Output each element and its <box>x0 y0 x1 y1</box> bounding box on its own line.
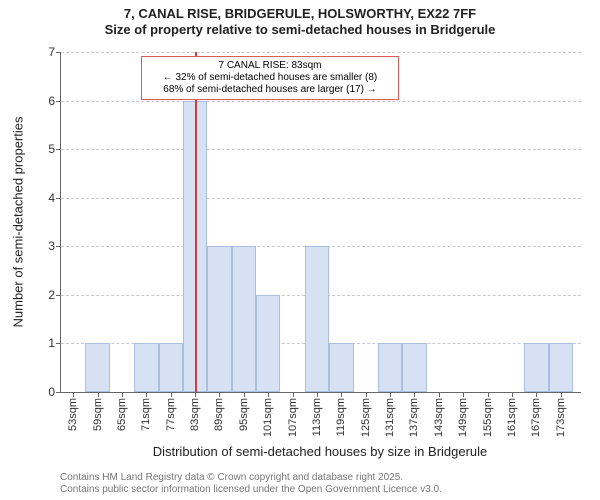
footer-attribution: Contains HM Land Registry data © Crown c… <box>60 472 442 496</box>
xtick-label: 77sqm <box>165 398 177 431</box>
y-axis-label: Number of semi-detached properties <box>11 117 26 328</box>
xtick-mark <box>463 392 464 397</box>
xtick-label: 89sqm <box>213 398 225 431</box>
xtick-mark <box>195 392 196 397</box>
xtick-label: 155sqm <box>482 398 494 437</box>
histogram-bar <box>256 295 280 392</box>
histogram-bar <box>549 343 573 392</box>
xtick-label: 125sqm <box>360 398 372 437</box>
xtick-mark <box>488 392 489 397</box>
ytick-label: 2 <box>48 288 61 302</box>
histogram-bar <box>402 343 426 392</box>
xtick-mark <box>171 392 172 397</box>
xtick-label: 101sqm <box>262 398 274 437</box>
xtick-mark <box>390 392 391 397</box>
xtick-mark <box>439 392 440 397</box>
annotation-box: 7 CANAL RISE: 83sqm ← 32% of semi-detach… <box>141 56 399 100</box>
grid-line <box>61 149 581 150</box>
xtick-mark <box>122 392 123 397</box>
xtick-label: 107sqm <box>287 398 299 437</box>
ytick-label: 0 <box>48 385 61 399</box>
xtick-mark <box>98 392 99 397</box>
xtick-label: 113sqm <box>311 398 323 436</box>
xtick-label: 59sqm <box>92 398 104 431</box>
chart-title-line1: 7, CANAL RISE, BRIDGERULE, HOLSWORTHY, E… <box>0 6 600 22</box>
xtick-label: 95sqm <box>238 398 250 431</box>
xtick-mark <box>536 392 537 397</box>
xtick-label: 83sqm <box>189 398 201 431</box>
xtick-mark <box>268 392 269 397</box>
histogram-bar <box>232 246 256 392</box>
histogram-bar <box>207 246 231 392</box>
plot-area: 0123456753sqm59sqm65sqm71sqm77sqm83sqm89… <box>60 52 581 393</box>
xtick-mark <box>341 392 342 397</box>
grid-line <box>61 101 581 102</box>
xtick-label: 149sqm <box>457 398 469 437</box>
xtick-label: 173sqm <box>555 398 567 437</box>
xtick-mark <box>293 392 294 397</box>
chart-title: 7, CANAL RISE, BRIDGERULE, HOLSWORTHY, E… <box>0 0 600 39</box>
histogram-bar <box>85 343 109 392</box>
marker-line <box>195 52 197 392</box>
xtick-label: 161sqm <box>506 398 518 437</box>
footer-line1: Contains HM Land Registry data © Crown c… <box>60 472 442 484</box>
xtick-mark <box>146 392 147 397</box>
annotation-line2: ← 32% of semi-detached houses are smalle… <box>145 72 395 84</box>
xtick-label: 71sqm <box>140 398 152 431</box>
xtick-label: 143sqm <box>433 398 445 437</box>
histogram-bar <box>378 343 402 392</box>
ytick-label: 4 <box>48 191 61 205</box>
grid-line <box>61 198 581 199</box>
histogram-bar <box>329 343 353 392</box>
xtick-label: 137sqm <box>408 398 420 437</box>
xtick-label: 119sqm <box>335 398 347 436</box>
xtick-label: 65sqm <box>116 398 128 431</box>
xtick-mark <box>512 392 513 397</box>
ytick-label: 1 <box>48 336 61 350</box>
grid-line <box>61 52 581 53</box>
ytick-label: 5 <box>48 142 61 156</box>
xtick-label: 167sqm <box>530 398 542 437</box>
annotation-line1: 7 CANAL RISE: 83sqm <box>145 60 395 72</box>
annotation-line3: 68% of semi-detached houses are larger (… <box>145 84 395 96</box>
ytick-label: 3 <box>48 239 61 253</box>
histogram-bar <box>524 343 548 392</box>
histogram-bar <box>134 343 158 392</box>
xtick-label: 131sqm <box>384 398 396 437</box>
ytick-label: 7 <box>48 45 61 59</box>
xtick-mark <box>414 392 415 397</box>
chart-title-line2: Size of property relative to semi-detach… <box>0 22 600 38</box>
x-axis-label: Distribution of semi-detached houses by … <box>153 444 488 459</box>
xtick-mark <box>561 392 562 397</box>
ytick-label: 6 <box>48 94 61 108</box>
xtick-mark <box>317 392 318 397</box>
xtick-mark <box>244 392 245 397</box>
xtick-mark <box>366 392 367 397</box>
xtick-mark <box>219 392 220 397</box>
histogram-bar <box>305 246 329 392</box>
xtick-mark <box>73 392 74 397</box>
footer-line2: Contains public sector information licen… <box>60 484 442 496</box>
histogram-bar <box>159 343 183 392</box>
xtick-label: 53sqm <box>67 398 79 431</box>
